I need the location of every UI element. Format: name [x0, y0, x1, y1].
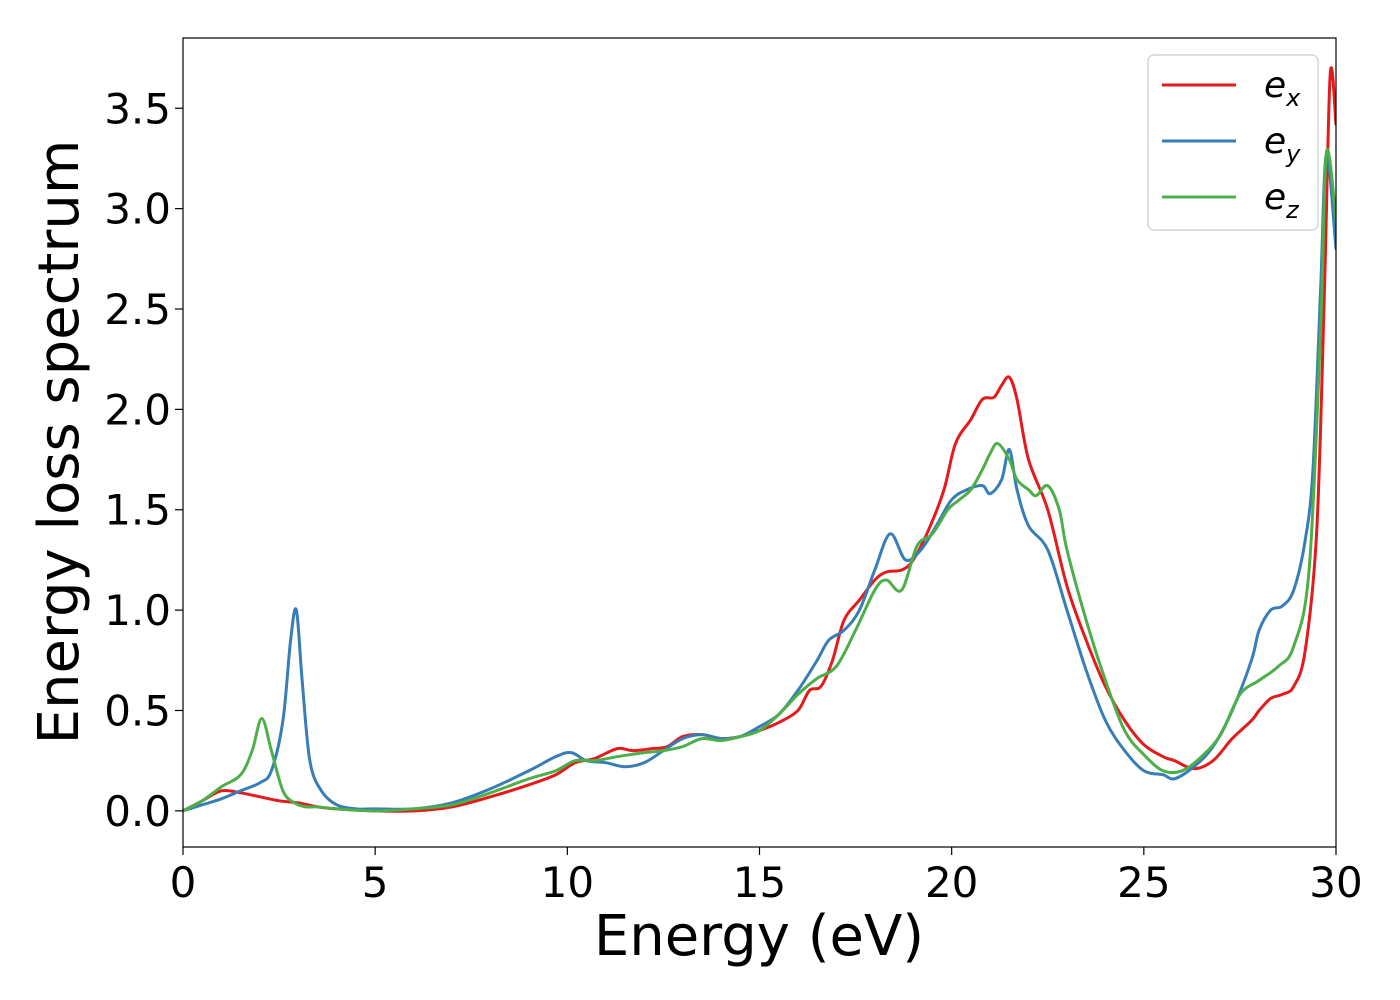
y-axis-label: Energy loss spectrum: [27, 140, 92, 745]
x-tick-label: 30: [1309, 858, 1362, 907]
x-axis-label: Energy (eV): [594, 904, 924, 969]
y-tick-label: 3.5: [104, 84, 171, 133]
y-tick-label: 1.0: [104, 586, 171, 635]
series-layer: [183, 66, 1336, 813]
series-line-z: [183, 148, 1336, 813]
y-tick-label: 0.0: [104, 787, 171, 836]
x-tick-label: 10: [541, 858, 594, 907]
y-axis: 0.0 0.5 1.0 1.5 2.0 2.5 3.0 3.5: [104, 84, 183, 836]
legend-label-y: ey: [1264, 121, 1301, 168]
y-tick-label: 0.5: [104, 686, 171, 735]
legend-label-x: ex: [1264, 65, 1301, 112]
y-tick-label: 3.0: [104, 185, 171, 234]
x-tick-label: 5: [362, 858, 389, 907]
y-tick-label: 1.5: [104, 486, 171, 535]
x-tick-label: 25: [1117, 858, 1170, 907]
series-line-x: [183, 66, 1336, 813]
y-tick-label: 2.0: [104, 385, 171, 434]
x-axis: 0 5 10 15 20 25 30: [170, 847, 1363, 907]
x-tick-label: 0: [170, 858, 197, 907]
x-tick-label: 15: [733, 858, 786, 907]
x-tick-label: 20: [925, 858, 978, 907]
y-tick-label: 2.5: [104, 285, 171, 334]
legend: ex ey ez: [1147, 54, 1319, 231]
legend-label-z: ez: [1264, 177, 1300, 224]
